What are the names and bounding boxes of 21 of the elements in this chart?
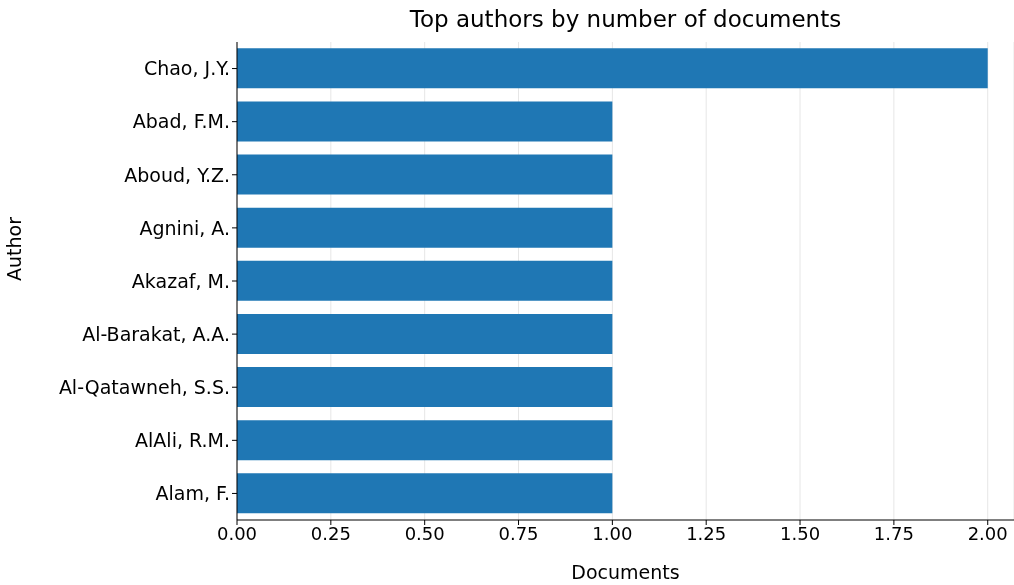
x-tick-label: 1.75	[873, 522, 914, 544]
x-tick-label: 0.25	[310, 522, 351, 544]
x-tick-label: 1.25	[686, 522, 727, 544]
y-tick-label: Abad, F.M.	[132, 110, 230, 133]
x-tick-label: 0.00	[216, 522, 258, 544]
x-tick-label: 2.00	[967, 522, 1008, 544]
x-axis-title: Documents	[571, 561, 680, 583]
x-tick-label: 1.00	[592, 522, 633, 544]
y-axis-title: Author	[2, 216, 25, 281]
chart-title: Top authors by number of documents	[408, 6, 843, 32]
y-tick-label: Alam, F.	[155, 482, 230, 505]
x-tick-label: 0.50	[404, 522, 445, 544]
y-tick-label: Al-Barakat, A.A.	[82, 322, 230, 345]
y-tick-label: Akazaf, M.	[131, 269, 230, 292]
y-tick-label: AlAli, R.M.	[135, 429, 230, 452]
y-tick-label: Al-Qatawneh, S.S.	[58, 375, 230, 398]
x-tick-label: 1.50	[780, 522, 821, 544]
y-tick-label: Chao, J.Y.	[143, 57, 230, 80]
y-tick-label: Agnini, A.	[139, 216, 230, 239]
x-tick-label: 0.75	[498, 522, 539, 544]
y-tick-label: Aboud, Y.Z.	[124, 163, 230, 186]
